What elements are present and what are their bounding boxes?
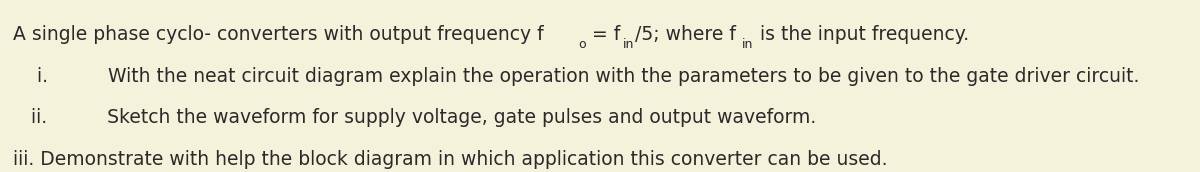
Text: iii. Demonstrate with help the block diagram in which application this converter: iii. Demonstrate with help the block dia… [13, 150, 888, 169]
Text: is the input frequency.: is the input frequency. [754, 25, 970, 44]
Text: /5; where f: /5; where f [635, 25, 736, 44]
Text: = f: = f [586, 25, 620, 44]
Text: in: in [742, 38, 754, 51]
Text: i.          With the neat circuit diagram explain the operation with the paramet: i. With the neat circuit diagram explain… [13, 67, 1140, 86]
Text: o: o [578, 38, 586, 51]
Text: A single phase cyclo- converters with output frequency f: A single phase cyclo- converters with ou… [13, 25, 544, 44]
Text: ii.          Sketch the waveform for supply voltage, gate pulses and output wave: ii. Sketch the waveform for supply volta… [13, 108, 816, 127]
Text: in: in [623, 38, 634, 51]
